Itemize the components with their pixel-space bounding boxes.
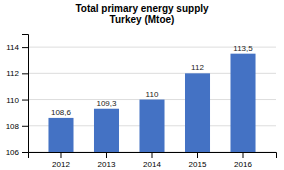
- y-tick-label: 106: [6, 148, 20, 157]
- data-label: 109,3: [96, 99, 117, 108]
- y-tick-mark: [22, 100, 28, 101]
- y-tick: 112: [6, 69, 28, 78]
- x-tick-mark: [197, 152, 198, 158]
- bar: [48, 118, 73, 152]
- bar: [94, 109, 119, 152]
- data-label: 112: [191, 63, 204, 72]
- title: Total primary energy supplyTurkey (Mtoe): [75, 3, 209, 25]
- x-tick-mark: [152, 152, 153, 158]
- x-tick: 2012: [52, 152, 70, 169]
- y-tick: 114: [6, 43, 28, 52]
- x-tick-label: 2014: [143, 160, 161, 169]
- x-tick-label: 2015: [189, 160, 207, 169]
- x-tick-mark: [106, 152, 107, 158]
- data-labels: 108,6 109,3 110 112 113,5: [51, 44, 253, 117]
- y-tick: 110: [6, 96, 28, 105]
- data-label: 113,5: [233, 44, 253, 53]
- x-tick: 2015: [189, 152, 207, 169]
- data-label: 108,6: [51, 108, 72, 117]
- title-line: Total primary energy supply: [75, 3, 209, 14]
- bar: [230, 54, 255, 152]
- data-label: 110: [146, 90, 159, 99]
- y-tick: 108: [6, 122, 28, 131]
- x-axis: 2012 2013 2014 2015 2016: [29, 152, 277, 169]
- x-tick: 2013: [98, 152, 116, 169]
- y-tick-mark: [22, 126, 28, 127]
- y-axis: 106 108 110 112 114: [6, 35, 29, 158]
- x-tick-mark: [243, 152, 244, 158]
- y-tick-label: 112: [6, 69, 19, 78]
- x-tick-label: 2016: [234, 160, 252, 169]
- y-tick-label: 108: [6, 122, 20, 131]
- y-axis-line: [22, 35, 29, 153]
- y-tick: 106: [6, 148, 28, 157]
- plot: 106 108 110 112 114 2012 2013 2014 2015 2016 108,6…: [6, 35, 277, 170]
- y-tick-label: 110: [6, 96, 19, 105]
- x-tick-label: 2012: [52, 160, 70, 169]
- title-line: Turkey (Mtoe): [110, 14, 175, 25]
- bar: [139, 100, 164, 152]
- chart: 106 108 110 112 114 2012 2013 2014 2015 2016 108,6…: [0, 0, 284, 170]
- x-tick: 2014: [143, 152, 161, 169]
- y-tick-mark: [22, 47, 28, 48]
- bars: [48, 54, 255, 152]
- bar: [185, 73, 210, 152]
- x-axis-line: [29, 153, 277, 159]
- y-tick-label: 114: [6, 43, 19, 52]
- y-tick-mark: [22, 152, 28, 153]
- y-tick-mark: [22, 73, 28, 74]
- x-tick-mark: [60, 152, 61, 158]
- x-tick-label: 2013: [98, 160, 116, 169]
- x-tick: 2016: [234, 152, 252, 169]
